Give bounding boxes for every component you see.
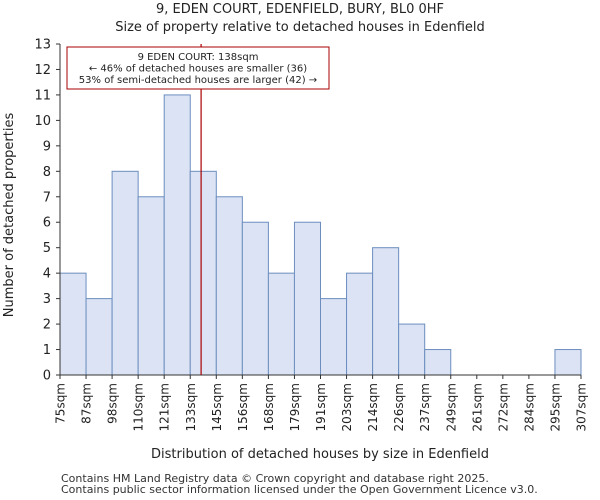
bar-214sqm: [372, 247, 400, 376]
x-tick-label: 75sqm: [54, 383, 68, 424]
x-tick-label: 261sqm: [470, 383, 484, 431]
bar-121sqm: [163, 94, 191, 376]
y-tick-label: 0: [43, 369, 51, 384]
y-tick-label: 3: [43, 292, 51, 307]
y-tick-label: 1: [43, 343, 51, 358]
x-tick-label: 168sqm: [262, 383, 276, 431]
x-tick-label: 191sqm: [314, 383, 328, 431]
y-tick-label: 2: [43, 318, 51, 333]
bar-295sqm: [554, 349, 582, 376]
y-tick-label: 11: [34, 88, 51, 103]
bar-156sqm: [241, 221, 269, 376]
bar-179sqm: [293, 221, 322, 376]
x-tick-label: 295sqm: [548, 383, 562, 431]
x-axis-label: Distribution of detached houses by size …: [151, 447, 489, 462]
chart-subtitle: Size of property relative to detached ho…: [115, 20, 485, 35]
y-tick-label: 13: [34, 38, 51, 53]
bar-191sqm: [320, 298, 348, 376]
annotation-line-2: ← 46% of detached houses are smaller (36…: [89, 64, 307, 75]
x-tick-label: 145sqm: [210, 383, 224, 431]
footer-line-1: Contains HM Land Registry data © Crown c…: [61, 472, 489, 485]
bar-75sqm: [59, 272, 87, 376]
bar-110sqm: [137, 196, 165, 376]
y-tick-label: 4: [43, 267, 51, 282]
x-axis: 75sqm 87sqm 98sqm 110sqm 121sqm 133sqm 145sqm 1…: [54, 374, 589, 431]
y-tick-label: 9: [43, 139, 51, 154]
bar-226sqm: [398, 323, 426, 376]
x-tick-label: 87sqm: [80, 383, 94, 424]
x-tick-label: 110sqm: [132, 383, 146, 431]
y-tick-label: 12: [34, 63, 51, 78]
x-tick-label: 203sqm: [340, 383, 354, 431]
annotation-line-1: 9 EDEN COURT: 138sqm: [138, 52, 259, 63]
chart-title: 9, EDEN COURT, EDENFIELD, BURY, BL0 0HF: [155, 2, 445, 17]
x-tick-label: 179sqm: [288, 383, 302, 431]
x-tick-label: 237sqm: [418, 383, 432, 431]
y-tick-label: 10: [34, 114, 51, 129]
y-axis-label: Number of detached properties: [2, 113, 17, 318]
bar-98sqm: [111, 170, 139, 376]
x-tick-label: 307sqm: [575, 383, 589, 431]
y-tick-label: 6: [43, 216, 51, 231]
x-tick-label: 121sqm: [158, 383, 172, 431]
bar-237sqm: [424, 349, 452, 376]
x-tick-label: 214sqm: [366, 383, 380, 431]
y-tick-label: 8: [43, 165, 51, 180]
bar-168sqm: [267, 272, 295, 376]
footer-line-2: Contains public sector information licen…: [61, 483, 538, 496]
x-tick-label: 272sqm: [496, 383, 510, 431]
bar-145sqm: [215, 196, 243, 376]
annotation-box: 9 EDEN COURT: 138sqm← 46% of detached ho…: [66, 46, 330, 90]
x-tick-label: 226sqm: [392, 383, 406, 431]
annotation-line-3: 53% of semi-detached houses are larger (…: [79, 75, 317, 86]
x-tick-label: 249sqm: [444, 383, 458, 431]
bars-group: [59, 94, 582, 376]
x-tick-label: 156sqm: [236, 383, 250, 431]
x-tick-label: 284sqm: [522, 383, 536, 431]
bar-87sqm: [85, 298, 113, 376]
x-tick-label: 133sqm: [184, 383, 198, 431]
y-tick-label: 7: [43, 190, 51, 205]
bar-133sqm: [189, 170, 217, 376]
bar-203sqm: [346, 272, 374, 376]
x-tick-label: 98sqm: [106, 383, 120, 424]
annotation-frame: [66, 46, 330, 90]
y-tick-label: 5: [43, 241, 51, 256]
